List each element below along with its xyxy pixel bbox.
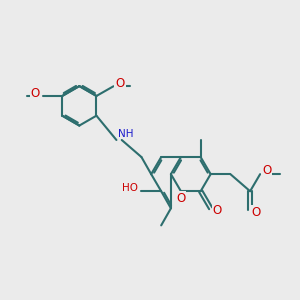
Text: NH: NH bbox=[118, 128, 133, 139]
Text: O: O bbox=[31, 86, 40, 100]
Text: O: O bbox=[212, 204, 222, 217]
Text: O: O bbox=[176, 192, 185, 205]
Text: O: O bbox=[251, 206, 261, 219]
Text: O: O bbox=[115, 77, 124, 90]
Text: O: O bbox=[262, 164, 271, 177]
Text: HO: HO bbox=[122, 183, 138, 193]
